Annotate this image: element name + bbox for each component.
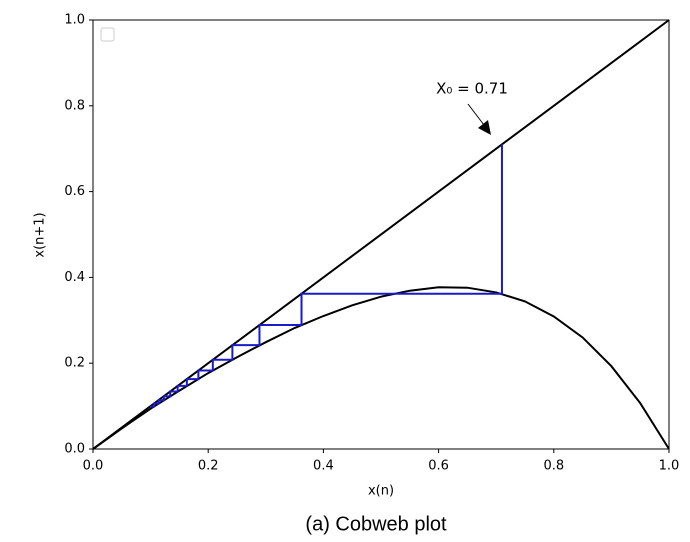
line [92,19,670,450]
y-tick-label: 0.4 [64,270,85,285]
x-axis-label: x(n) [368,484,394,499]
caption: (a) Cobweb plot [305,513,447,535]
arrow-head [478,120,491,135]
x-tick-label: 0.8 [543,459,564,474]
y-tick-label: 0.0 [64,442,85,457]
y-tick-label: 0.6 [64,184,85,199]
x-tick-label: 0.2 [198,459,219,474]
annotation: X₀ = 0.71 [436,80,508,98]
line [150,144,503,408]
y-tick-label: 0.2 [64,356,85,371]
y-tick-label: 1.0 [64,13,85,28]
annotation-arrow [467,103,485,126]
x-tick-label: 0.6 [428,459,449,474]
y-tick-label: 0.8 [64,98,85,113]
legend-box [100,27,115,42]
x-tick-label: 0.4 [313,459,334,474]
x-tick-label: 0.0 [83,459,104,474]
y-axis-label: x(n+1) [33,212,48,257]
line [92,286,670,450]
x-tick-label: 1.0 [659,459,680,474]
